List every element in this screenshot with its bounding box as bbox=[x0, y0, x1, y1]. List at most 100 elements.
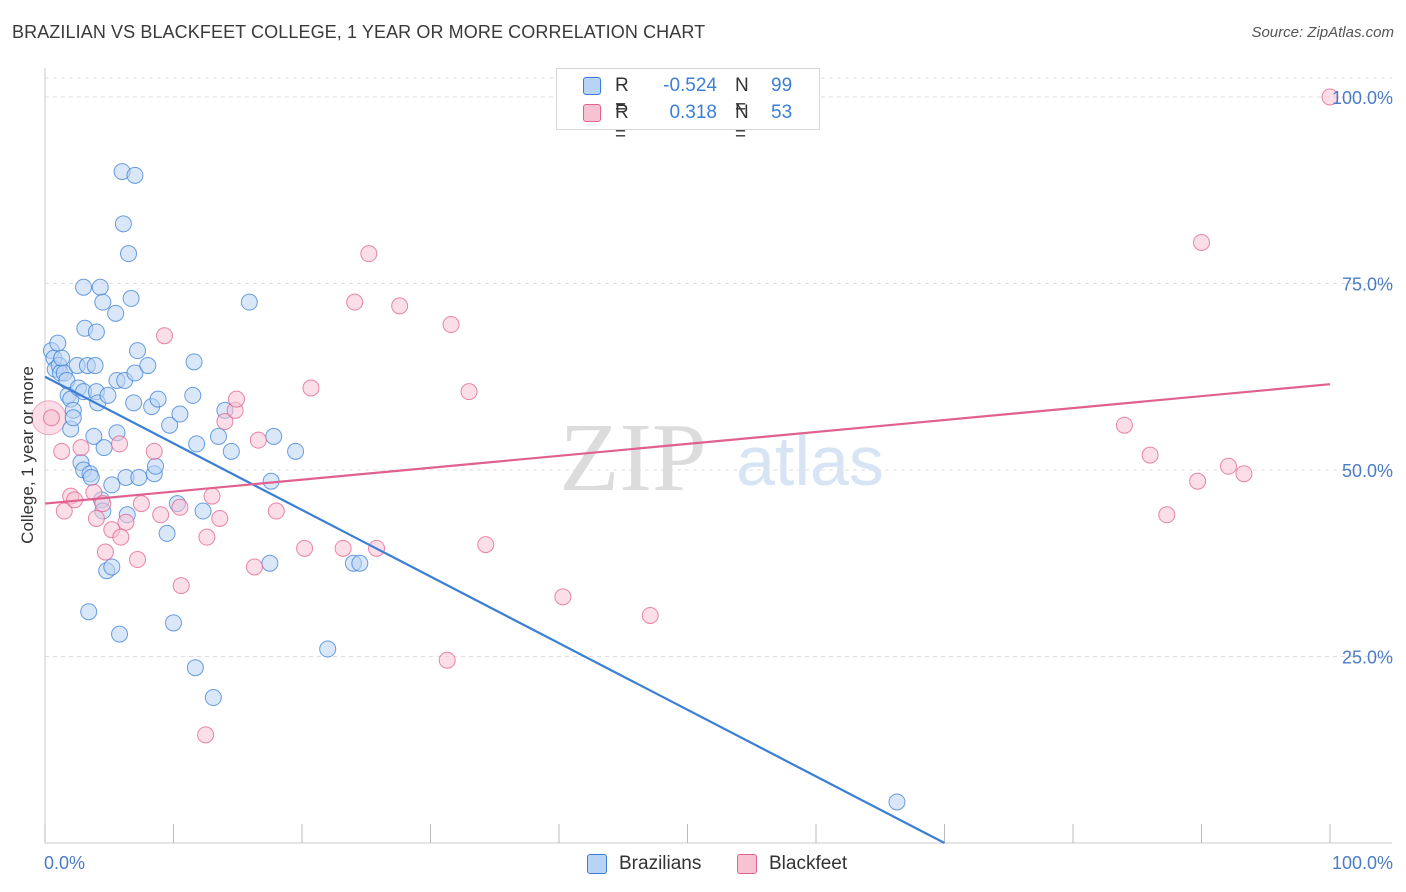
blackfeet-point bbox=[1321, 88, 1339, 106]
blackfeet-point bbox=[203, 487, 221, 505]
brazilians-swatch bbox=[583, 77, 601, 95]
blackfeet-point bbox=[216, 413, 234, 431]
blackfeet-point bbox=[112, 528, 130, 546]
brazilians-point bbox=[126, 364, 144, 382]
brazilians-point bbox=[161, 416, 179, 434]
watermark-atlas: atlas bbox=[736, 422, 884, 500]
blackfeet-point bbox=[152, 506, 170, 524]
r-value: 0.318 bbox=[669, 102, 717, 123]
blackfeet-point bbox=[156, 327, 174, 345]
brazilians-trend-line bbox=[44, 375, 946, 844]
blackfeet-point bbox=[132, 495, 150, 513]
blackfeet-point bbox=[1235, 465, 1253, 483]
r-label: R = bbox=[615, 102, 629, 145]
brazilians-point bbox=[80, 603, 98, 621]
brazilians-point bbox=[209, 427, 227, 445]
blackfeet-point bbox=[96, 543, 114, 561]
blackfeet-point bbox=[267, 502, 285, 520]
brazilians-point bbox=[125, 394, 143, 412]
brazilians-point bbox=[111, 625, 129, 643]
blackfeet-point bbox=[85, 483, 103, 501]
blackfeet-point bbox=[111, 435, 129, 453]
brazilians-point bbox=[95, 439, 113, 457]
brazilians-point bbox=[49, 334, 67, 352]
n-label: N = bbox=[735, 102, 749, 145]
y-tick-label: 50.0% bbox=[1342, 461, 1393, 481]
brazilians-point bbox=[149, 390, 167, 408]
brazilians-point bbox=[87, 323, 105, 341]
brazilians-point bbox=[103, 558, 121, 576]
brazilians-point bbox=[99, 386, 117, 404]
legend-label-brazilians: Brazilians bbox=[619, 853, 702, 874]
blackfeet-point bbox=[438, 651, 456, 669]
brazilians-point bbox=[82, 468, 100, 486]
brazilians-point bbox=[53, 349, 71, 367]
brazilians-point bbox=[888, 793, 906, 811]
source-credit: Source: ZipAtlas.com bbox=[1251, 24, 1394, 41]
blackfeet-point bbox=[460, 383, 478, 401]
blackfeet-point bbox=[198, 528, 216, 546]
brazilians-point bbox=[75, 278, 93, 296]
trend-lines bbox=[44, 375, 1331, 844]
blackfeet-point bbox=[197, 726, 215, 744]
blackfeet-point bbox=[245, 558, 263, 576]
blackfeet-point bbox=[391, 297, 409, 315]
legend-label-blackfeet: Blackfeet bbox=[769, 853, 848, 874]
blackfeet-point bbox=[334, 539, 352, 557]
n-label: N = bbox=[735, 75, 749, 118]
blackfeet-point bbox=[346, 293, 364, 311]
blackfeet-point bbox=[249, 431, 267, 449]
brazilians-point bbox=[351, 554, 369, 572]
x-tick-label: 0.0% bbox=[44, 853, 85, 873]
brazilians-point bbox=[129, 342, 147, 360]
r-value: -0.524 bbox=[663, 75, 717, 96]
brazilians-point bbox=[103, 476, 121, 494]
x-tick-label: 100.0% bbox=[1332, 853, 1393, 873]
brazilians-point bbox=[126, 166, 144, 184]
blackfeet-swatch bbox=[737, 854, 757, 874]
blackfeet-point bbox=[296, 539, 314, 557]
y-tick-label: 75.0% bbox=[1342, 275, 1393, 295]
brazilians-point bbox=[265, 427, 283, 445]
r-label: R = bbox=[615, 75, 629, 118]
brazilians-point bbox=[188, 435, 206, 453]
watermark: ZIP atlas bbox=[560, 404, 884, 512]
blackfeet-point bbox=[360, 245, 378, 263]
blackfeet-point bbox=[42, 409, 60, 427]
n-value: 53 bbox=[771, 102, 793, 123]
blackfeet-point bbox=[641, 606, 659, 624]
brazilians-point bbox=[194, 502, 212, 520]
chart-title: BRAZILIAN VS BLACKFEET COLLEGE, 1 YEAR O… bbox=[12, 22, 706, 42]
watermark-zip: ZIP bbox=[560, 404, 707, 512]
y-tick-label: 25.0% bbox=[1342, 648, 1393, 668]
brazilians-point bbox=[94, 293, 112, 311]
brazilians-point bbox=[64, 409, 82, 427]
blackfeet-point bbox=[1158, 506, 1176, 524]
brazilians-point bbox=[91, 278, 109, 296]
y-axis-label: College, 1 year or more bbox=[18, 366, 37, 544]
brazilians-point bbox=[130, 468, 148, 486]
brazilians-point bbox=[86, 357, 104, 375]
blackfeet-point bbox=[477, 536, 495, 554]
brazilians-point bbox=[222, 442, 240, 460]
brazilians-point bbox=[186, 659, 204, 677]
blackfeet-point bbox=[1189, 472, 1207, 490]
blackfeet-point bbox=[302, 379, 320, 397]
blackfeet-point bbox=[227, 390, 245, 408]
brazilians-point bbox=[139, 357, 157, 375]
blackfeet-point bbox=[117, 513, 135, 531]
axes bbox=[44, 68, 1392, 844]
brazilians-point bbox=[122, 289, 140, 307]
data-points bbox=[31, 88, 1339, 811]
blackfeet-point bbox=[1219, 457, 1237, 475]
brazilians-point bbox=[147, 457, 165, 475]
brazilians-point bbox=[240, 293, 258, 311]
blackfeet-point bbox=[53, 442, 71, 460]
correlation-legend: R = -0.524 N = 99 R = 0.318 N = 53 bbox=[556, 68, 820, 145]
brazilians-point bbox=[120, 245, 138, 263]
blackfeet-point bbox=[1141, 446, 1159, 464]
blackfeet-point bbox=[172, 577, 190, 595]
y-tick-label: 100.0% bbox=[1332, 88, 1393, 108]
blackfeet-trend-line bbox=[44, 383, 1331, 505]
